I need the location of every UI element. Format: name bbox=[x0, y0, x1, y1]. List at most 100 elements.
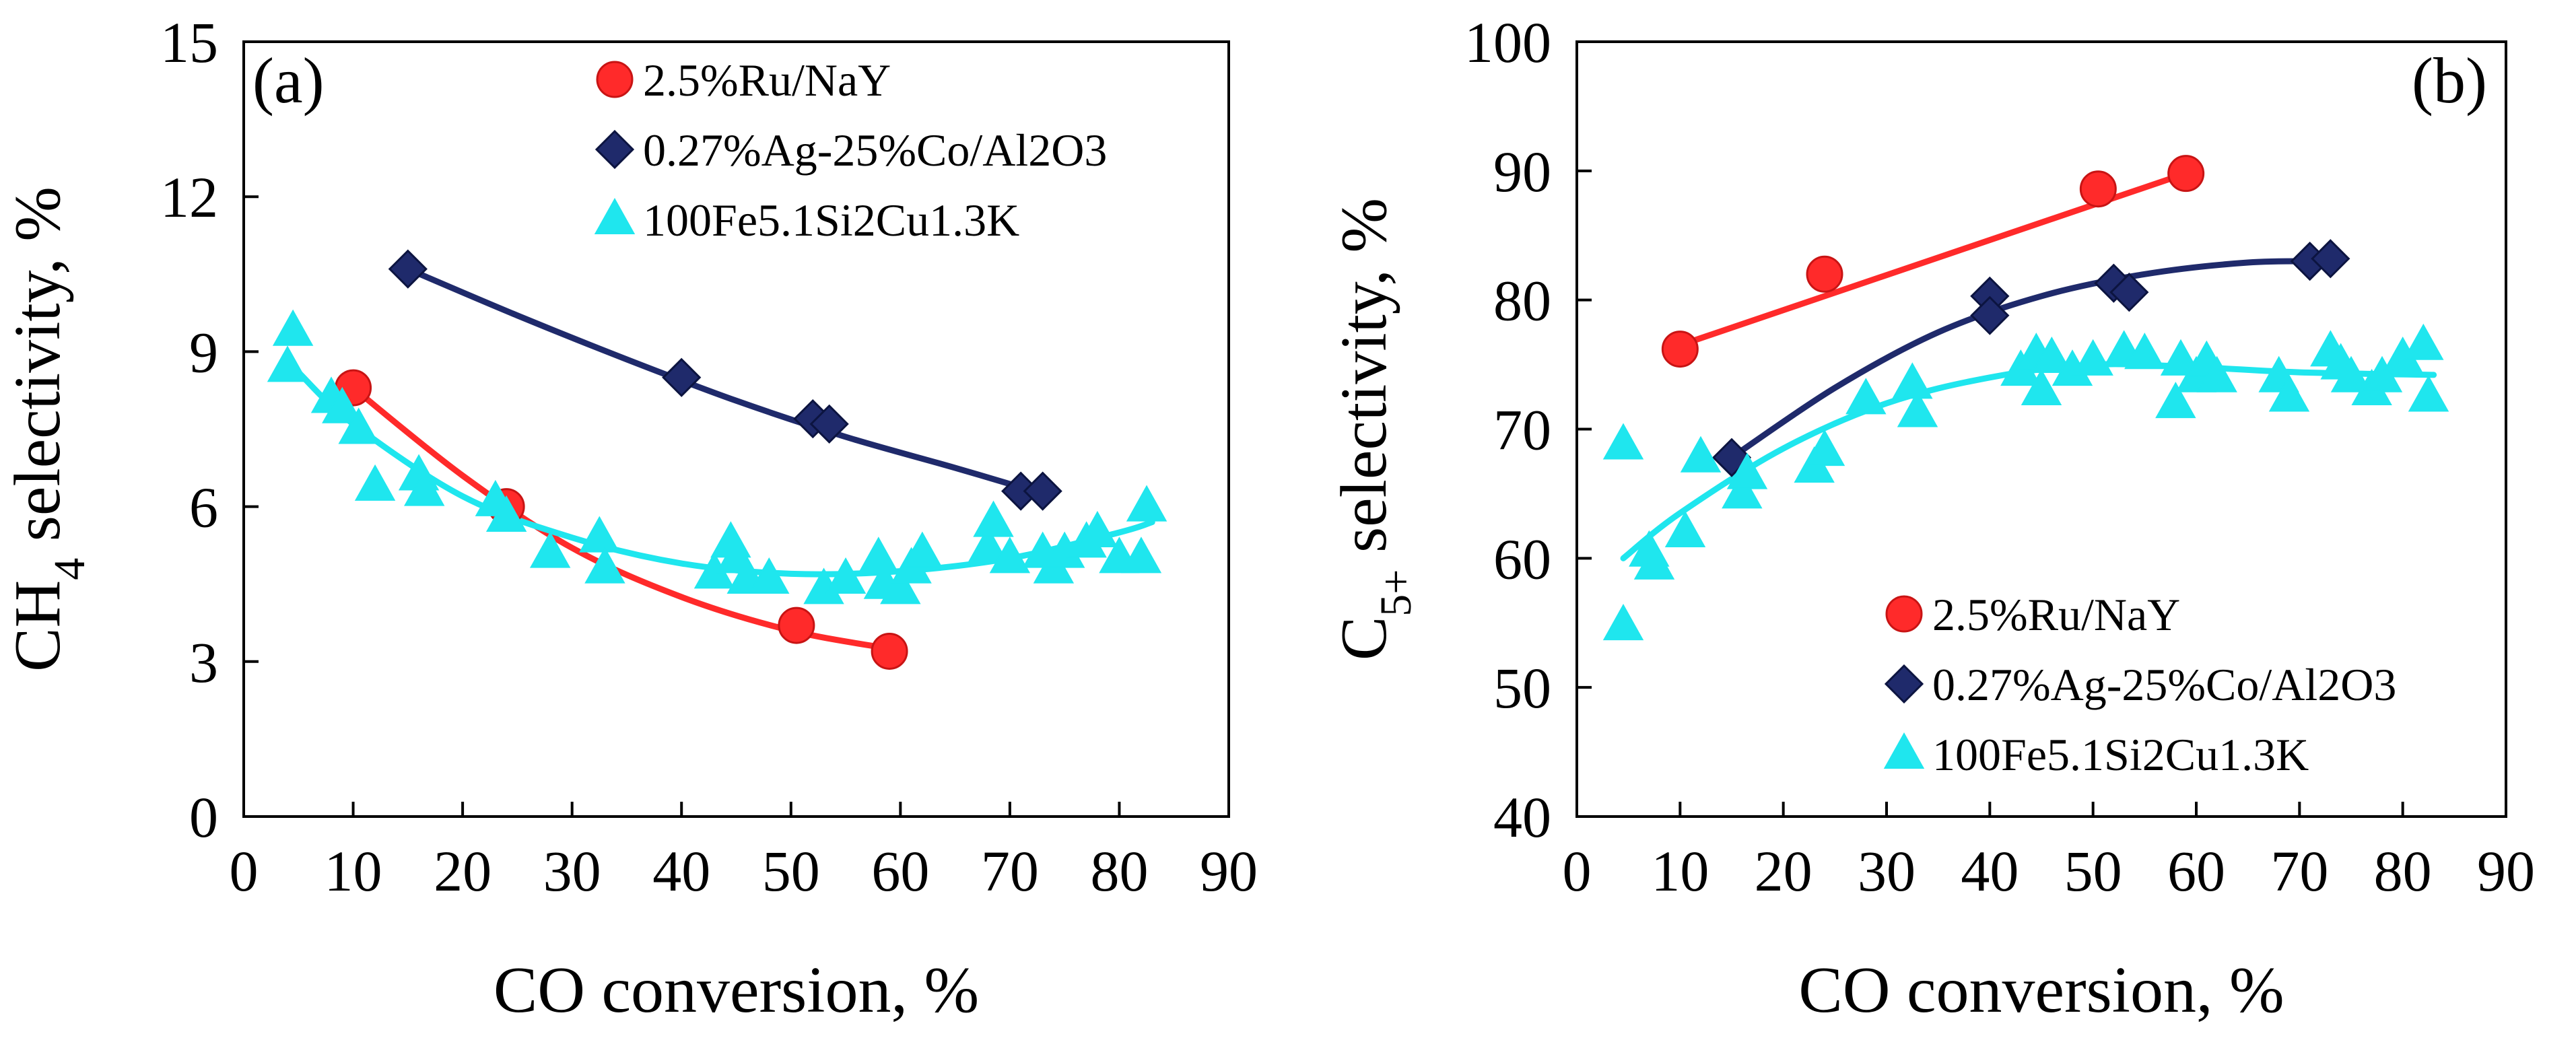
data-point-triangle-marker bbox=[579, 516, 620, 553]
data-point-triangle-marker bbox=[2155, 382, 2196, 419]
data-point-triangle-marker bbox=[1680, 436, 1722, 473]
panel-a-methane-selectivity: 0 10 20 30 40 50 60 70 80 90 0 3 6 9 12 15 CO conversion… bbox=[1, 10, 1258, 1027]
x-tick-label: 50 bbox=[762, 839, 820, 903]
y-tick-label: 6 bbox=[189, 475, 218, 540]
legend-circle-marker bbox=[1885, 595, 1923, 633]
data-point-triangle-marker bbox=[272, 309, 314, 346]
data-point-triangle-marker bbox=[1897, 390, 1938, 427]
x-tick-label: 40 bbox=[1961, 839, 2019, 903]
y-tick-label: 80 bbox=[1493, 269, 1551, 333]
data-point-triangle-marker bbox=[2160, 339, 2202, 376]
data-point-triangle-marker bbox=[1633, 543, 1675, 580]
x-axis-title: CO conversion, % bbox=[1798, 954, 2284, 1027]
data-point-triangle-marker bbox=[1892, 362, 1933, 399]
data-point-triangle-marker bbox=[749, 557, 790, 594]
data-point-triangle-marker bbox=[338, 407, 379, 444]
x-tick-label: 0 bbox=[230, 839, 259, 903]
panel-label: (b) bbox=[2412, 44, 2487, 116]
y-tick-label: 40 bbox=[1493, 785, 1551, 850]
y-tick-label: 12 bbox=[160, 165, 218, 230]
x-tick-label: 30 bbox=[1858, 839, 1916, 903]
x-tick-label: 80 bbox=[2374, 839, 2432, 903]
data-point-diamond-marker bbox=[2109, 273, 2149, 312]
y-tick-label: 50 bbox=[1493, 656, 1551, 720]
trend-line bbox=[405, 266, 1046, 497]
data-point-triangle-marker bbox=[2196, 355, 2237, 392]
data-point-triangle-marker bbox=[2403, 323, 2444, 360]
x-axis-title: CO conversion, % bbox=[494, 954, 979, 1027]
data-point-diamond-marker bbox=[2311, 239, 2350, 279]
data-point-triangle-marker bbox=[989, 537, 1031, 574]
data-point-triangle-marker bbox=[1722, 472, 1763, 509]
y-tick-label: 3 bbox=[189, 630, 218, 695]
data-point-diamond-marker bbox=[1023, 471, 1062, 511]
x-tick-label: 60 bbox=[871, 839, 929, 903]
x-tick-label: 20 bbox=[434, 839, 492, 903]
data-point-triangle-marker bbox=[880, 567, 921, 604]
x-tick-label: 20 bbox=[1755, 839, 1812, 903]
data-point-triangle-marker bbox=[968, 526, 1009, 563]
data-point-triangle-marker bbox=[2031, 336, 2072, 373]
data-point-triangle-marker bbox=[485, 495, 527, 532]
y-tick-label: 100 bbox=[1464, 10, 1551, 75]
data-point-triangle-marker bbox=[2268, 375, 2310, 412]
data-point-triangle-marker bbox=[529, 531, 571, 568]
x-tick-label: 50 bbox=[2064, 839, 2122, 903]
data-point-triangle-marker bbox=[2124, 333, 2165, 370]
data-point-triangle-marker bbox=[1726, 452, 1768, 489]
x-tick-label: 0 bbox=[1563, 839, 1592, 903]
data-point-triangle-marker bbox=[404, 469, 445, 506]
legend-label: 0.27%Ag-25%Co/Al2O3 bbox=[1932, 659, 2396, 710]
data-point-triangle-marker bbox=[1602, 423, 1644, 460]
data-point-triangle-marker bbox=[1664, 510, 1706, 547]
panel-b-c5plus-selectivity: 0 10 20 30 40 50 60 70 80 90 40 50 60 70 80 90 100 CO con… bbox=[1328, 10, 2535, 1027]
data-point-triangle-marker bbox=[2021, 368, 2062, 405]
legend-triangle-marker bbox=[1883, 732, 1925, 769]
x-tick-label: 10 bbox=[1651, 839, 1709, 903]
legend-circle-marker bbox=[596, 61, 634, 98]
y-tick-label: 15 bbox=[160, 10, 218, 75]
legend-label: 0.27%Ag-25%Co/Al2O3 bbox=[643, 125, 1107, 176]
y-tick-label: 0 bbox=[189, 785, 218, 850]
data-point-triangle-marker bbox=[902, 531, 943, 568]
data-point-triangle-marker bbox=[1126, 485, 1167, 522]
x-tick-label: 40 bbox=[652, 839, 710, 903]
data-point-triangle-marker bbox=[1804, 429, 1845, 466]
x-tick-label: 80 bbox=[1090, 839, 1148, 903]
y-tick-label: 9 bbox=[189, 320, 218, 384]
data-point-triangle-marker bbox=[1120, 537, 1162, 574]
y-axis-title: C5+ selectivity, % bbox=[1328, 198, 1421, 660]
legend-diamond-marker bbox=[595, 129, 635, 170]
data-point-triangle-marker bbox=[858, 537, 900, 574]
data-point-triangle-marker bbox=[1077, 510, 1118, 547]
panel-label: (a) bbox=[252, 44, 325, 116]
legend-label: 2.5%Ru/NaY bbox=[1932, 589, 2180, 640]
data-point-triangle-marker bbox=[1602, 604, 1644, 641]
data-point-circle-marker bbox=[1661, 331, 1699, 368]
x-tick-label: 90 bbox=[2477, 839, 2535, 903]
x-tick-label: 90 bbox=[1200, 839, 1258, 903]
trend-line bbox=[1728, 258, 2334, 461]
data-point-circle-marker bbox=[2079, 170, 2117, 208]
y-tick-label: 60 bbox=[1493, 526, 1551, 591]
data-point-diamond-marker bbox=[1970, 296, 2010, 335]
data-point-triangle-marker bbox=[1845, 378, 1887, 415]
data-point-triangle-marker bbox=[322, 386, 363, 423]
data-point-circle-marker bbox=[871, 632, 908, 670]
x-tick-label: 30 bbox=[543, 839, 601, 903]
legend-label: 2.5%Ru/NaY bbox=[643, 55, 891, 106]
y-tick-label: 70 bbox=[1493, 398, 1551, 462]
plot-frame bbox=[242, 40, 1230, 818]
data-point-triangle-marker bbox=[825, 557, 867, 594]
x-tick-label: 10 bbox=[325, 839, 382, 903]
y-tick-label: 90 bbox=[1493, 139, 1551, 204]
data-point-circle-marker bbox=[2167, 155, 2205, 193]
data-point-diamond-marker bbox=[809, 404, 849, 444]
data-point-triangle-marker bbox=[2330, 355, 2372, 392]
data-point-triangle-marker bbox=[2361, 355, 2403, 392]
y-axis-title: CH4 selectivity, % bbox=[1, 186, 94, 672]
legend-label: 100Fe5.1Si2Cu1.3K bbox=[1932, 729, 2309, 780]
data-point-triangle-marker bbox=[354, 464, 396, 501]
legend-triangle-marker bbox=[594, 197, 636, 234]
